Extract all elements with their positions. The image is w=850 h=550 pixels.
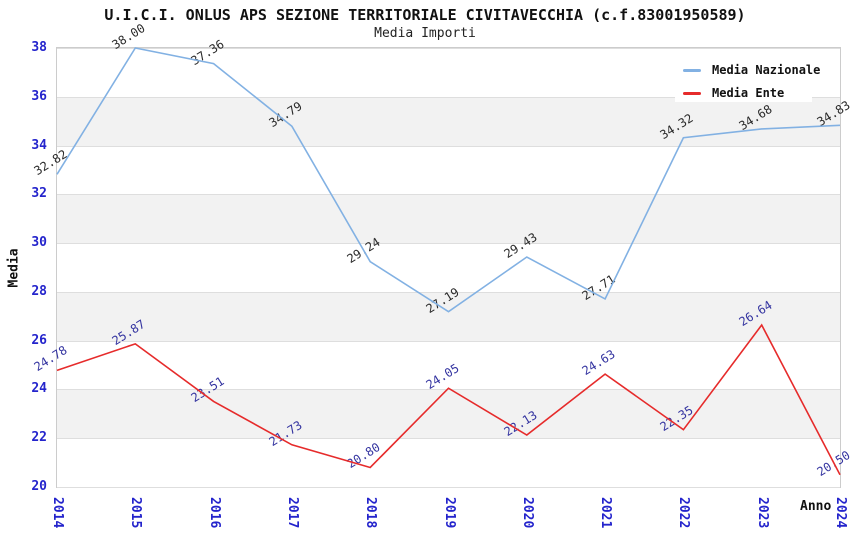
gridline xyxy=(57,340,840,342)
x-tick-label: 2015 xyxy=(128,497,144,529)
plot-band xyxy=(57,243,840,292)
y-tick-label: 24 xyxy=(31,381,47,397)
gridline xyxy=(57,194,840,196)
x-tick-label: 2017 xyxy=(284,497,300,529)
gridline xyxy=(57,389,840,391)
x-tick-label: 2024 xyxy=(833,497,848,529)
plot-band xyxy=(57,145,840,195)
x-tick-label: 2018 xyxy=(363,497,379,529)
legend-label: Media Ente xyxy=(712,86,785,100)
x-tick-label: 2023 xyxy=(754,497,770,529)
chart-subtitle: Media Importi xyxy=(374,26,476,41)
chart-title: U.I.C.I. ONLUS APS SEZIONE TERRITORIALE … xyxy=(104,6,746,24)
y-tick-label: 36 xyxy=(31,88,47,104)
legend-line-swatch xyxy=(683,91,701,95)
y-tick-label: 32 xyxy=(31,186,47,202)
y-tick-label: 30 xyxy=(31,235,47,251)
x-tick-label: 2022 xyxy=(676,497,692,529)
legend: Media Nazionale Media Ente xyxy=(675,50,820,102)
y-axis-title: Media xyxy=(6,247,22,287)
plot-band xyxy=(57,194,840,244)
plot-area xyxy=(56,47,841,488)
y-tick-label: 22 xyxy=(31,430,47,446)
y-tick-label: 38 xyxy=(31,40,47,55)
plot-band xyxy=(57,438,840,487)
y-tick-label: 26 xyxy=(31,332,47,348)
gridline xyxy=(57,48,840,49)
x-tick-label: 2020 xyxy=(519,497,535,529)
legend-label: Media Nazionale xyxy=(712,63,821,77)
x-axis-title: Anno xyxy=(800,499,832,514)
y-tick-label: 28 xyxy=(31,283,47,299)
x-tick-label: 2019 xyxy=(441,497,457,529)
gridline xyxy=(57,145,840,147)
plot-band xyxy=(57,96,840,146)
x-tick-label: 2021 xyxy=(598,497,614,529)
y-tick-label: 20 xyxy=(31,479,47,494)
legend-item-media-nazionale: Media Nazionale xyxy=(683,63,820,77)
legend-item-media-ente: Media Ente xyxy=(683,86,784,100)
plot-band xyxy=(57,389,840,439)
x-tick-label: 2016 xyxy=(206,497,222,529)
legend-line-swatch xyxy=(683,68,701,72)
gridline xyxy=(57,438,840,440)
y-tick-label: 34 xyxy=(31,137,47,153)
gridline xyxy=(57,487,840,488)
x-tick-label: 2014 xyxy=(50,497,65,529)
gridline xyxy=(57,243,840,245)
